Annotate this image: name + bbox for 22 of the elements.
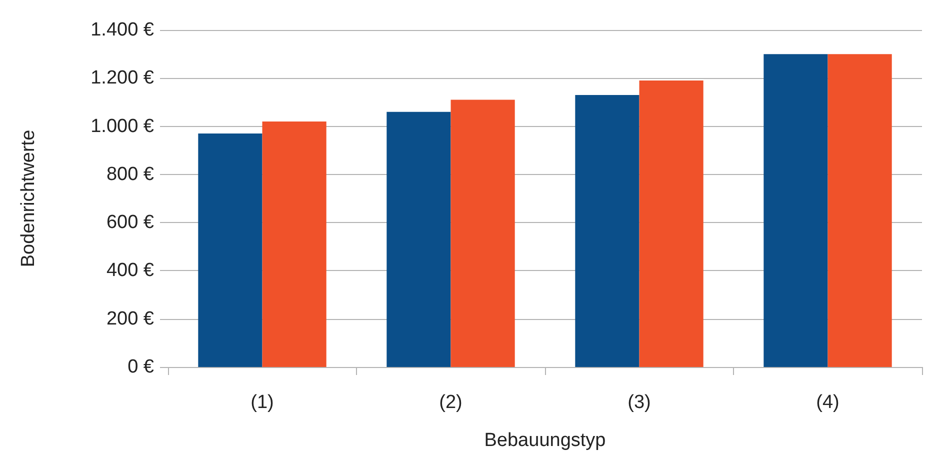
y-tick-label: 0 € (128, 356, 154, 378)
x-tick-label: (4) (816, 392, 840, 413)
bar (764, 54, 828, 367)
y-tick-label: 200 € (106, 308, 154, 330)
x-tick-label: (1) (250, 392, 274, 413)
y-tick-label: 1.400 € (90, 20, 154, 40)
y-tick-label: 1.200 € (90, 68, 154, 89)
bar (198, 134, 262, 367)
bar (575, 94, 640, 367)
bar (828, 54, 892, 367)
y-tick-label: 1.000 € (90, 116, 154, 137)
y-axis-title: Bodenrichtwerte (18, 130, 39, 268)
bar (639, 80, 704, 367)
bar (386, 112, 451, 367)
x-tick-label: (2) (439, 392, 462, 413)
x-axis-title: Bebauungstyp (484, 430, 606, 451)
bar (262, 121, 326, 367)
y-tick-label: 600 € (106, 212, 154, 234)
y-tick-label: 400 € (106, 260, 154, 282)
y-tick-label: 800 € (106, 164, 154, 185)
x-tick-label: (3) (628, 392, 651, 413)
bar (450, 100, 515, 367)
